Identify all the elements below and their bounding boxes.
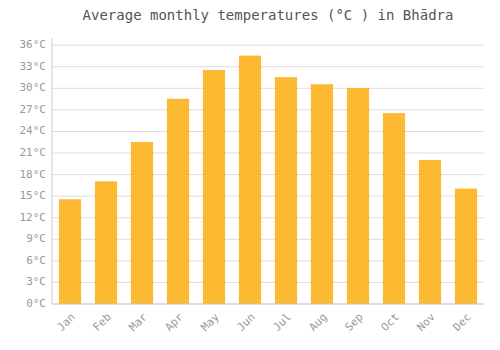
x-tick-label: Aug xyxy=(307,311,330,334)
y-tick-label: 33°C xyxy=(20,60,47,73)
y-tick-label: 6°C xyxy=(26,254,46,267)
grid-line xyxy=(52,131,484,132)
x-axis-line xyxy=(52,304,484,305)
x-tick-label: Jan xyxy=(55,311,78,334)
bar xyxy=(347,88,369,304)
x-tick-label: Sep xyxy=(343,311,366,334)
grid-line xyxy=(52,109,484,110)
x-tick-label: May xyxy=(199,310,223,334)
x-tick-label: Nov xyxy=(415,310,439,334)
x-tick-label: Dec xyxy=(451,311,474,334)
y-tick-label: 27°C xyxy=(20,103,47,116)
y-tick-label: 18°C xyxy=(20,168,47,181)
chart-title: Average monthly temperatures (°C ) in Bh… xyxy=(83,7,454,23)
y-tick-label: 24°C xyxy=(20,124,47,137)
y-tick-label: 36°C xyxy=(20,38,47,51)
y-tick-label: 15°C xyxy=(20,189,47,202)
grid-line xyxy=(52,45,484,46)
grid-line xyxy=(52,66,484,67)
bar xyxy=(59,200,81,304)
bar xyxy=(131,142,153,304)
bar xyxy=(311,85,333,304)
bar xyxy=(95,182,117,304)
x-tick-label: Apr xyxy=(163,310,187,334)
x-tick-label: Jun xyxy=(235,311,258,334)
grid-line xyxy=(52,304,484,305)
chart-svg: Average monthly temperatures (°C ) in Bh… xyxy=(0,0,500,350)
bar xyxy=(275,78,297,304)
bar xyxy=(167,99,189,304)
y-tick-label: 0°C xyxy=(26,297,46,310)
bar xyxy=(203,70,225,304)
x-tick-label: Feb xyxy=(91,311,114,334)
bars xyxy=(59,56,477,304)
x-tick-label: Jul xyxy=(271,311,294,334)
bar xyxy=(383,113,405,304)
y-axis-line xyxy=(52,38,53,304)
x-tick-label: Oct xyxy=(379,311,402,334)
y-tick-label: 3°C xyxy=(26,275,46,288)
y-tick-label: 12°C xyxy=(20,211,47,224)
y-tick-label: 21°C xyxy=(20,146,47,159)
grid-line xyxy=(52,153,484,154)
grid-line xyxy=(52,88,484,89)
y-grid xyxy=(52,45,484,304)
bar xyxy=(455,189,477,304)
bar xyxy=(419,160,441,304)
y-tick-label: 30°C xyxy=(20,81,47,94)
chart-container: Average monthly temperatures (°C ) in Bh… xyxy=(0,0,500,350)
x-tick-label: Mar xyxy=(127,310,151,334)
y-tick-label: 9°C xyxy=(26,232,46,245)
bar xyxy=(239,56,261,304)
